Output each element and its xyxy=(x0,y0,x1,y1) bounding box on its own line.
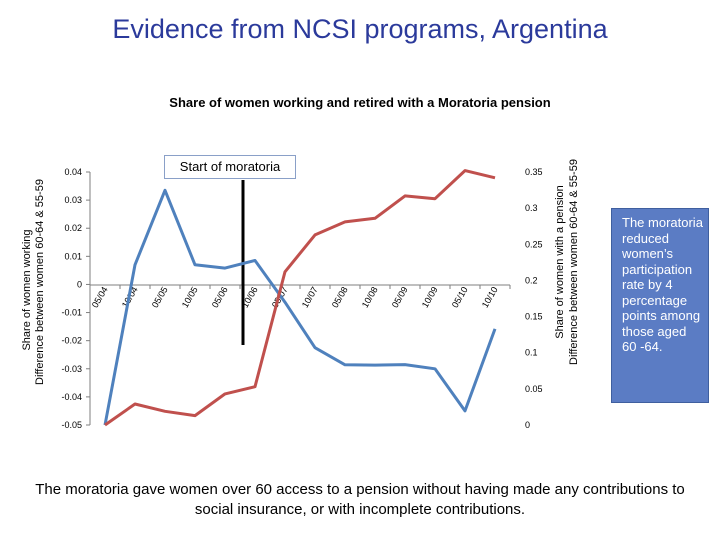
y-right-tick-label: 0.35 xyxy=(525,167,543,177)
y-left-axis-label-line1: Share of women working xyxy=(21,229,33,350)
y-right-tick-label: 0 xyxy=(525,420,530,430)
y-left-tick-label: -0.03 xyxy=(61,364,82,374)
chart-title: Share of women working and retired with … xyxy=(169,95,551,110)
series-women-working xyxy=(103,188,497,426)
y-left-axis-label-line2: Difference between women 60-64 & 55-59 xyxy=(34,179,46,385)
y-right-tick-label: 0.2 xyxy=(525,275,538,285)
y-left-tick-label: 0.01 xyxy=(64,251,82,261)
y-left-tick-label: -0.04 xyxy=(61,392,82,402)
x-tick-label: 05/08 xyxy=(330,285,350,310)
x-tick-label: 10/07 xyxy=(300,285,320,310)
x-tick-label: 10/05 xyxy=(180,285,200,310)
x-tick-label: 05/06 xyxy=(210,285,230,310)
y-left-tick-label: -0.02 xyxy=(61,336,82,346)
series-women-pension xyxy=(104,169,496,427)
y-right-axis-label-line1: Share of women with a pension xyxy=(554,185,566,338)
x-tick-label: 05/04 xyxy=(90,285,110,310)
chart-axes: 0.04 0.03 0.02 0.01 0 -0.01 -0.02 -0.03 -0.04 -0.… xyxy=(61,167,542,430)
side-note: The moratoria reduced women’s participat… xyxy=(611,208,709,403)
y-left-tick-label: 0.03 xyxy=(64,195,82,205)
x-tick-label: 05/05 xyxy=(150,285,170,310)
x-tick-label: 05/10 xyxy=(450,285,470,310)
y-right-tick-label: 0.15 xyxy=(525,312,543,322)
x-tick-label: 10/08 xyxy=(360,285,380,310)
y-right-tick-label: 0.25 xyxy=(525,239,543,249)
y-right-tick-label: 0.3 xyxy=(525,203,538,213)
y-right-axis-label-line2: Difference between women 60-64 & 55-59 xyxy=(568,159,580,365)
x-tick-label: 05/09 xyxy=(390,285,410,310)
y-left-tick-label: -0.05 xyxy=(61,420,82,430)
series-women-pension-line xyxy=(104,169,496,427)
y-right-tick-label: 0.05 xyxy=(525,384,543,394)
chart-series xyxy=(103,169,497,427)
y-left-tick-label: 0.04 xyxy=(64,167,82,177)
y-right-tick-label: 0.1 xyxy=(525,348,538,358)
y-left-tick-label: 0 xyxy=(77,279,82,289)
y-left-tick-label: 0.02 xyxy=(64,223,82,233)
moratoria-annotation: Start of moratoria xyxy=(164,155,296,179)
x-tick-label: 10/10 xyxy=(480,285,500,310)
y-left-tick-label: -0.01 xyxy=(61,308,82,318)
x-tick-label: 10/09 xyxy=(420,285,440,310)
slide-title: Evidence from NCSI programs, Argentina xyxy=(112,14,608,44)
series-women-working-line xyxy=(103,188,497,426)
footnote: The moratoria gave women over 60 access … xyxy=(35,481,685,518)
